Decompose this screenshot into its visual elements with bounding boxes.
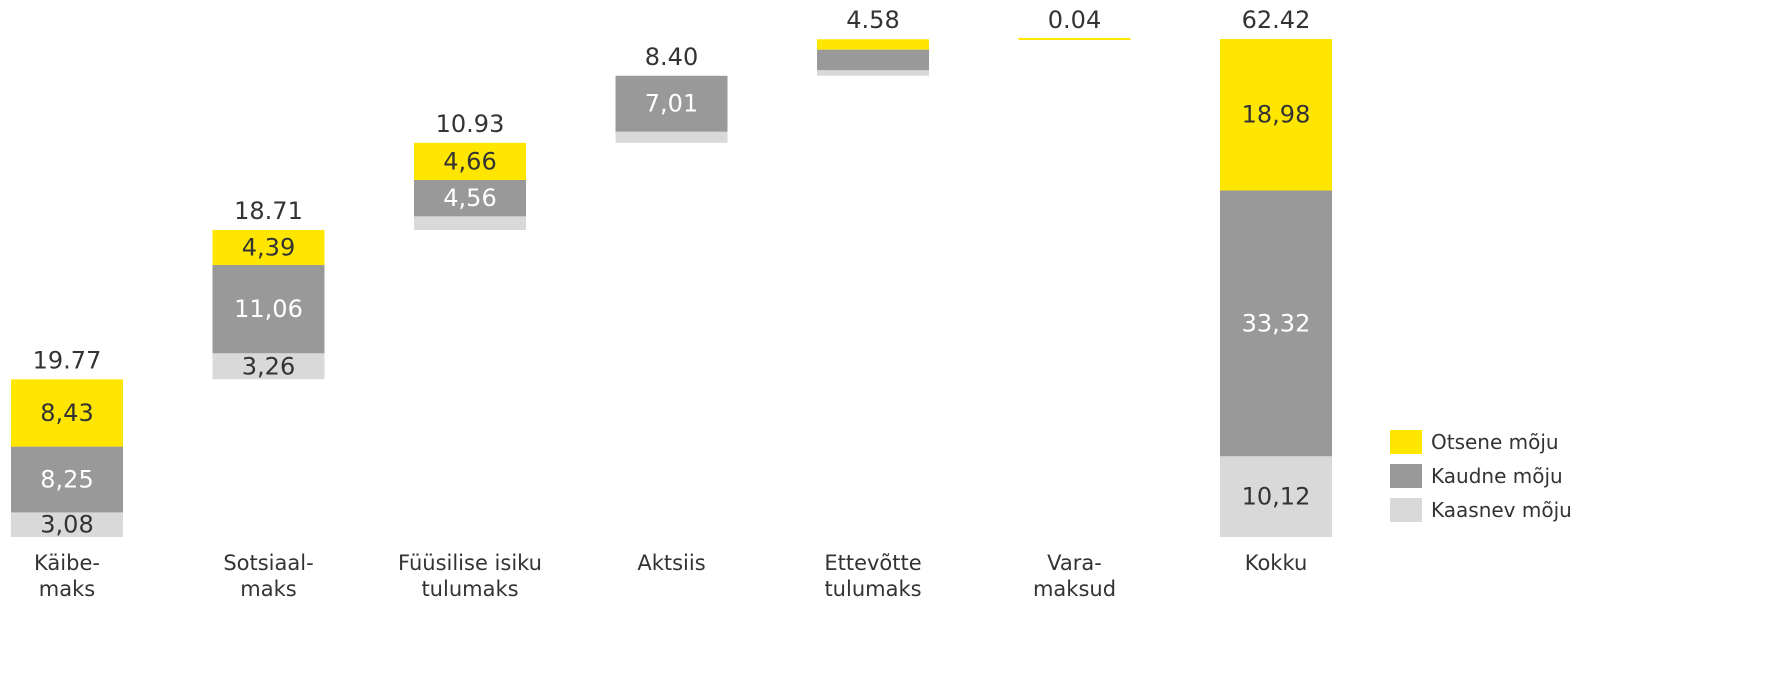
segment-value-label: 33,32 [1242, 309, 1311, 337]
bar-total-label: 4.58 [846, 6, 899, 34]
segment-value-label: 18,98 [1242, 101, 1311, 129]
legend-label: Kaasnev mõju [1431, 498, 1572, 522]
category-label: maks [240, 577, 296, 601]
segment-value-label: 3,26 [242, 352, 295, 380]
category-label: Käibe- [34, 551, 100, 575]
category-label: maks [39, 577, 95, 601]
bar-segment [616, 132, 728, 143]
category-label: Kokku [1245, 551, 1308, 575]
bar-total-label: 8.40 [645, 43, 698, 71]
bar-total-label: 0.04 [1048, 6, 1101, 34]
category-label: maksud [1033, 577, 1116, 601]
legend-swatch [1390, 498, 1422, 522]
bar-total-label: 19.77 [33, 346, 102, 374]
legend-swatch [1390, 430, 1422, 454]
legend-swatch [1390, 464, 1422, 488]
bar-segment [817, 50, 929, 71]
legend-label: Otsene mõju [1431, 430, 1559, 454]
category-label: Ettevõtte [824, 551, 921, 575]
bar-total-label: 62.42 [1242, 6, 1311, 34]
segment-value-label: 3,08 [40, 511, 93, 539]
segment-value-label: 11,06 [234, 295, 303, 323]
category-label: Vara- [1047, 551, 1102, 575]
segment-value-label: 4,56 [443, 184, 496, 212]
bar-total-label: 18.71 [234, 197, 303, 225]
legend-label: Kaudne mõju [1431, 464, 1563, 488]
segment-value-label: 4,66 [443, 147, 496, 175]
category-label: Aktsiis [637, 551, 705, 575]
legend: Otsene mõju Kaudne mõju Kaasnev mõju [1390, 430, 1572, 522]
segment-value-label: 4,39 [242, 234, 295, 262]
bar-segment [817, 39, 929, 49]
bar-total-label: 10.93 [436, 110, 505, 138]
segment-value-label: 10,12 [1242, 483, 1311, 511]
category-label: tulumaks [421, 577, 518, 601]
bar-segment [817, 70, 929, 76]
category-label: tulumaks [824, 577, 921, 601]
segment-value-label: 8,25 [40, 466, 93, 494]
category-label: Sotsiaal- [223, 551, 313, 575]
category-label: Füüsilise isiku [398, 551, 542, 575]
segment-value-label: 8,43 [40, 399, 93, 427]
bar-segment [414, 216, 526, 230]
segment-value-label: 7,01 [645, 90, 698, 118]
bar-segment [1019, 38, 1131, 40]
